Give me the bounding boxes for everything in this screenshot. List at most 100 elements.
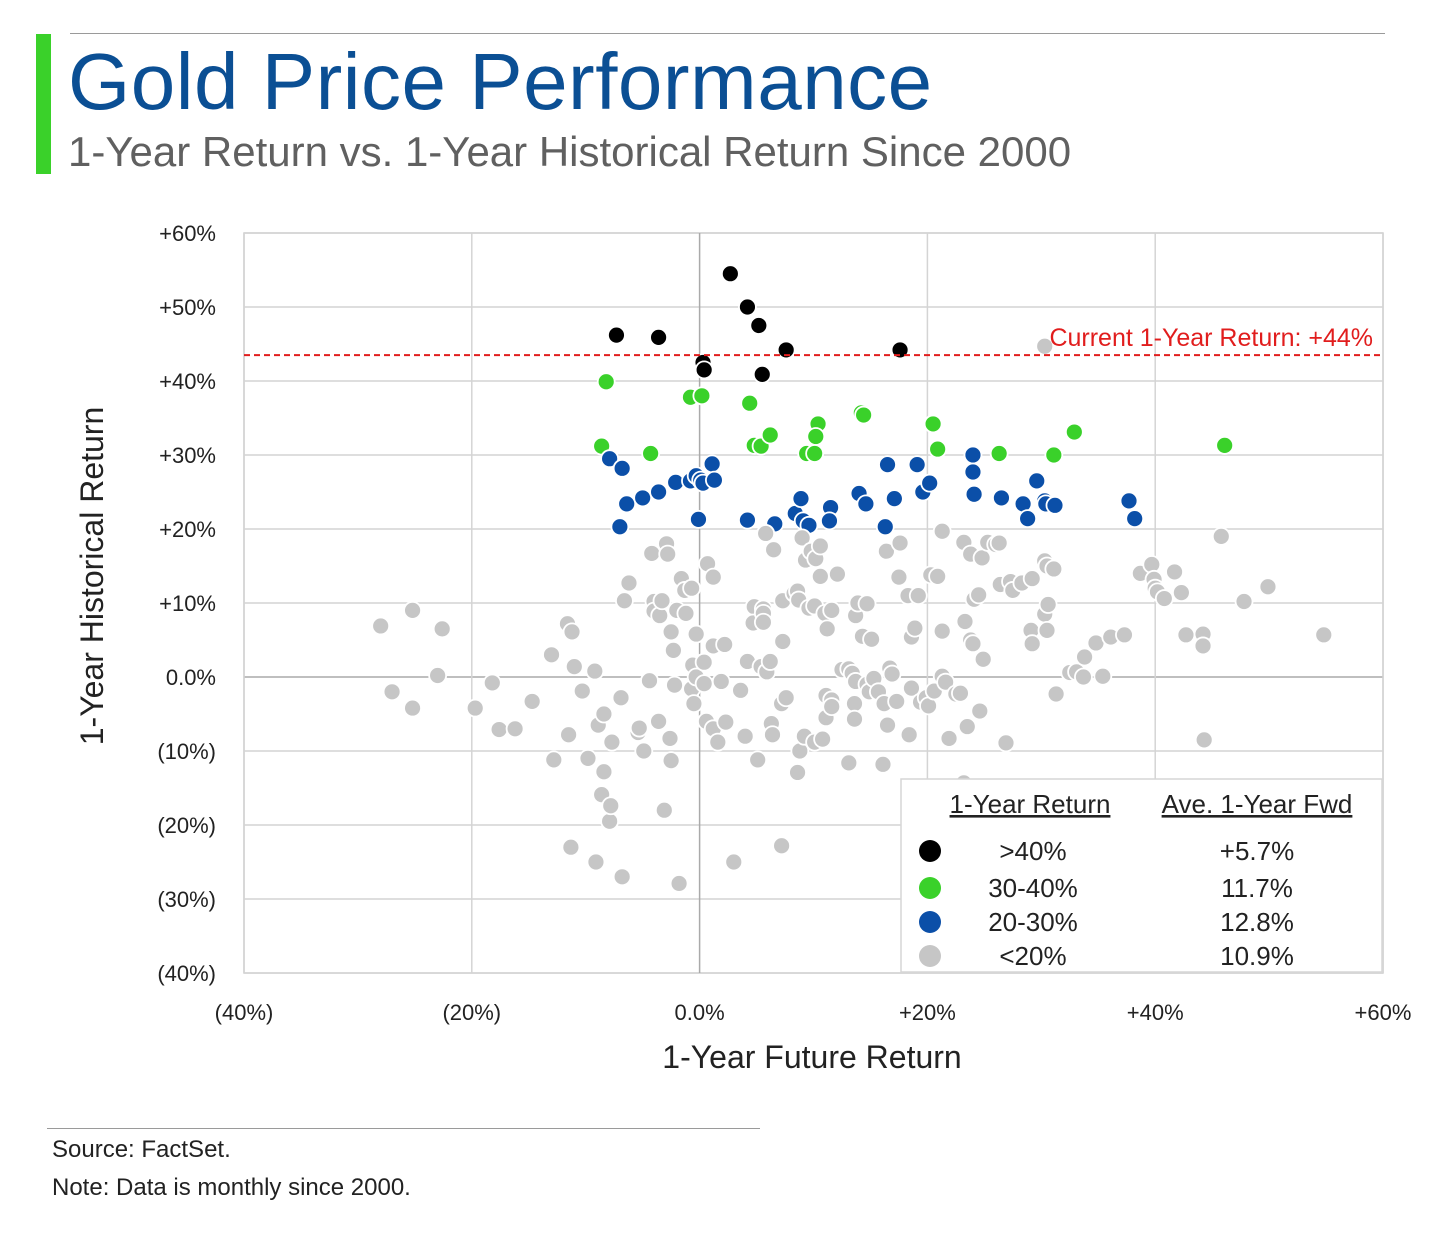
data-point xyxy=(731,680,751,700)
data-point xyxy=(963,462,983,482)
data-point xyxy=(996,733,1016,753)
data-point xyxy=(760,425,780,445)
data-point xyxy=(963,445,983,465)
data-point xyxy=(873,754,893,774)
y-tick-label: (30%) xyxy=(157,887,216,912)
data-point xyxy=(619,573,639,593)
data-point xyxy=(970,701,990,721)
data-point xyxy=(845,709,864,729)
data-point xyxy=(854,405,874,425)
data-point xyxy=(617,494,637,514)
data-point xyxy=(1125,509,1145,529)
data-point xyxy=(601,796,621,816)
data-point xyxy=(660,729,680,748)
reference-line-label: Current 1-Year Return: +44% xyxy=(1049,324,1373,352)
data-point xyxy=(845,694,864,714)
data-point xyxy=(972,548,992,568)
legend-avg-value: 12.8% xyxy=(1220,907,1294,937)
data-point xyxy=(828,564,847,584)
data-point xyxy=(920,473,940,493)
data-note: Note: Data is monthly since 2000. xyxy=(52,1174,411,1201)
legend: 1-Year Return Ave. 1-Year Fwd >40% +5.7% 30-… xyxy=(900,778,1383,973)
data-point xyxy=(1165,562,1184,582)
data-point xyxy=(684,694,704,714)
data-point xyxy=(705,470,724,490)
x-tick-label: 0.0% xyxy=(675,1000,725,1025)
x-tick-label: (40%) xyxy=(215,1000,274,1025)
legend-marker xyxy=(919,840,941,862)
data-point xyxy=(1074,667,1093,687)
data-point xyxy=(615,591,634,611)
legend-avg-value: +5.7% xyxy=(1220,836,1294,866)
data-point xyxy=(612,867,632,887)
data-point xyxy=(1258,577,1278,597)
data-point xyxy=(715,635,735,654)
data-point xyxy=(1045,495,1065,515)
data-point xyxy=(792,528,812,548)
data-point xyxy=(642,544,662,563)
y-tick-label: +40% xyxy=(159,369,216,394)
data-point xyxy=(669,874,689,893)
data-point xyxy=(716,712,736,732)
data-point xyxy=(1022,569,1042,588)
data-point xyxy=(1234,592,1254,611)
data-point xyxy=(928,566,948,586)
data-point xyxy=(932,521,952,541)
data-point xyxy=(773,632,793,651)
data-point xyxy=(703,567,723,587)
data-point xyxy=(649,712,668,731)
data-point xyxy=(964,484,984,504)
data-point xyxy=(1018,509,1038,529)
data-point xyxy=(711,672,731,691)
data-point xyxy=(1093,666,1113,686)
accent-bar xyxy=(36,34,51,174)
data-point xyxy=(1044,445,1064,465)
data-point xyxy=(887,692,907,711)
y-tick-label: (40%) xyxy=(157,961,216,986)
data-point xyxy=(973,649,993,669)
data-point xyxy=(908,586,928,605)
data-point xyxy=(738,297,757,317)
data-point xyxy=(856,494,876,514)
data-point xyxy=(694,652,714,672)
data-point xyxy=(708,732,728,752)
y-tick-label: +50% xyxy=(159,295,216,320)
footer-rule xyxy=(47,1128,760,1129)
data-point xyxy=(403,698,422,718)
data-point xyxy=(652,591,672,611)
data-point xyxy=(665,675,684,695)
data-point xyxy=(544,750,564,770)
data-point xyxy=(482,673,502,693)
data-point xyxy=(740,393,760,413)
data-point xyxy=(692,386,712,406)
y-tick-label: +30% xyxy=(159,443,216,468)
data-point xyxy=(989,533,1009,553)
data-point xyxy=(634,741,654,761)
source-note: Source: FactSet. xyxy=(52,1136,231,1163)
data-point xyxy=(1194,730,1214,750)
data-point xyxy=(992,488,1011,508)
data-point xyxy=(1022,634,1042,654)
data-point xyxy=(522,692,542,711)
data-point xyxy=(752,364,772,384)
data-point xyxy=(1119,491,1139,511)
data-point xyxy=(813,729,833,749)
data-point xyxy=(602,732,622,752)
data-point xyxy=(542,645,561,665)
data-point xyxy=(756,524,776,543)
data-point xyxy=(820,511,839,531)
data-point xyxy=(963,634,983,654)
data-point xyxy=(629,718,649,738)
data-point xyxy=(689,509,708,529)
data-point xyxy=(882,664,902,684)
data-point xyxy=(649,482,668,502)
data-point xyxy=(432,619,452,639)
data-point xyxy=(403,601,422,620)
legend-marker xyxy=(919,911,941,933)
data-point xyxy=(772,836,792,856)
data-point xyxy=(382,682,402,702)
data-point xyxy=(633,488,653,508)
data-point xyxy=(907,455,927,475)
data-point xyxy=(1171,583,1191,603)
data-point xyxy=(586,852,606,872)
